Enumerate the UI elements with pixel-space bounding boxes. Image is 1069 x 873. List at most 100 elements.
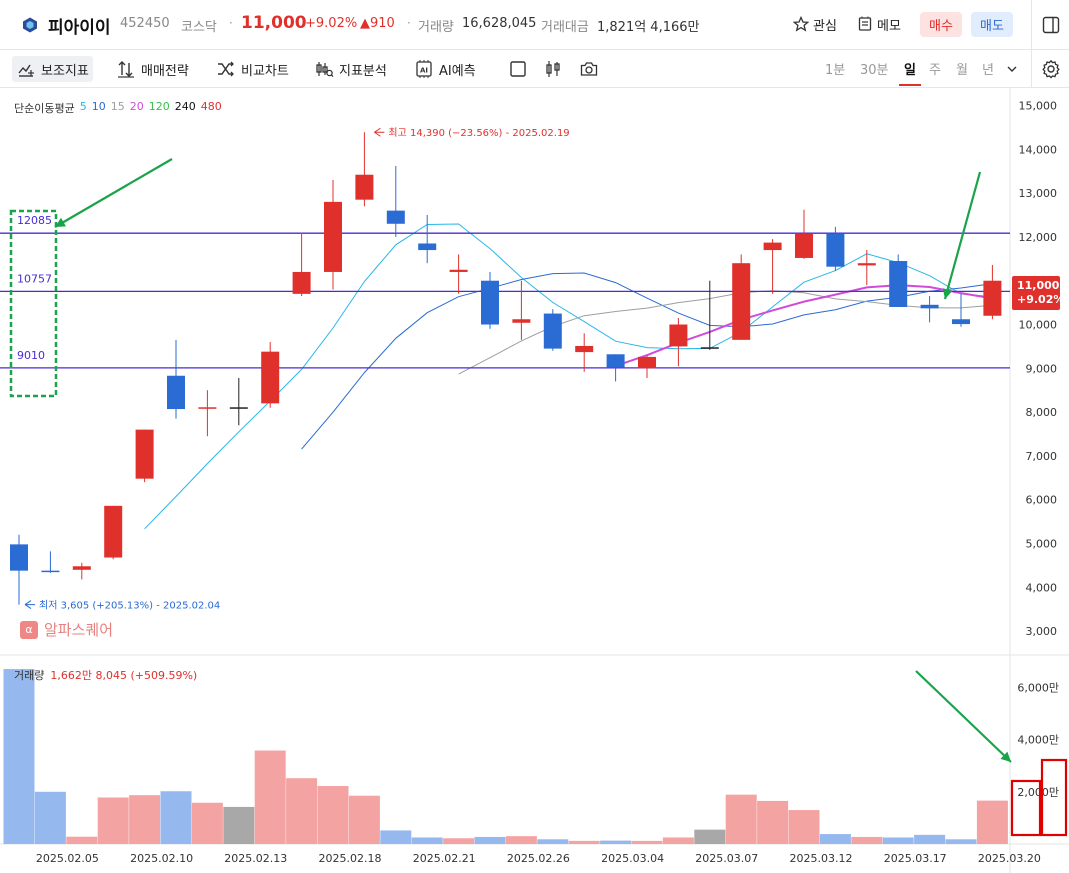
period-month[interactable]: 월 <box>956 63 968 78</box>
candle-body <box>41 570 60 573</box>
candle <box>638 355 656 378</box>
candle-body <box>983 280 1002 316</box>
ai-predict-label: AI예측 <box>439 63 476 79</box>
y-tick-label: 6,000 <box>1026 494 1058 507</box>
candle <box>543 309 562 351</box>
ai-chip-icon: AI <box>416 60 432 78</box>
period-week[interactable]: 주 <box>929 63 941 78</box>
panel-toggle-button[interactable] <box>1031 0 1069 50</box>
moving-average-legend: 단순이동평균 5 10 15 20 120 240 480 <box>14 100 222 116</box>
volume-bar <box>819 834 851 844</box>
memo-icon <box>858 16 872 31</box>
ma-legend-item[interactable]: 5 <box>79 100 87 113</box>
volume-legend-value: 1,662만 8,045 (+509.59%) <box>50 669 198 682</box>
favorite-button[interactable]: 관심 <box>793 12 837 36</box>
y-tick-label: 4,000 <box>1026 581 1058 594</box>
shuffle-icon <box>218 61 234 77</box>
ma-legend-item[interactable]: 20 <box>129 100 144 113</box>
indicators-button[interactable]: 보조지표 <box>12 56 93 82</box>
compare-chart-button[interactable]: 비교차트 <box>212 56 293 82</box>
candle <box>41 551 60 573</box>
volume-label: 거래량 <box>418 20 454 35</box>
candle <box>418 215 437 264</box>
chevron-down-icon[interactable] <box>1006 63 1018 75</box>
candle <box>826 226 845 272</box>
stock-code: 452450 <box>120 16 170 31</box>
candle-body <box>952 319 970 325</box>
volume-bar <box>694 829 726 844</box>
volume-bar <box>725 794 757 844</box>
candle-body <box>198 407 217 409</box>
y-tick-label: 9,000 <box>1026 362 1058 375</box>
indicator-analysis-button[interactable]: 지표분석 <box>310 56 391 82</box>
candle <box>355 132 374 207</box>
volume-bar <box>882 837 914 844</box>
y-tick-label: 10,000 <box>1019 319 1058 332</box>
level-line-label: 12085 <box>17 214 52 227</box>
candle-body <box>700 347 719 349</box>
volume-bar <box>34 791 66 844</box>
chart-settings-button[interactable] <box>1031 50 1069 88</box>
period-year[interactable]: 년 <box>982 63 994 78</box>
sell-button[interactable]: 매도 <box>971 12 1013 37</box>
annotation-dashed-box <box>9 209 58 398</box>
price-chart[interactable]: 12085 10757 9010 3,000 4,000 5,000 6,000 7,000… <box>0 88 1069 873</box>
trading-strategy-button[interactable]: 매매전략 <box>112 56 193 82</box>
ma-10-line <box>301 272 993 450</box>
high-arrow-icon <box>374 127 385 137</box>
candle <box>72 562 91 580</box>
active-period-indicator <box>899 84 921 86</box>
volume-bar <box>757 800 789 844</box>
period-1min[interactable]: 1분 <box>825 63 846 78</box>
memo-button[interactable]: 메모 <box>857 12 901 36</box>
period-day[interactable]: 일 <box>904 63 916 78</box>
candle-body <box>606 354 625 368</box>
candle <box>229 377 248 426</box>
x-tick-label: 2025.02.18 <box>319 852 382 865</box>
ma-legend-item[interactable]: 10 <box>91 100 106 113</box>
candle <box>167 339 185 419</box>
volume-bar <box>851 836 883 844</box>
candle-body <box>229 407 248 409</box>
volume-bar <box>160 791 192 844</box>
candle-body <box>355 174 374 200</box>
screenshot-button[interactable] <box>575 56 603 82</box>
square-tool-button[interactable] <box>504 56 532 82</box>
volume-bar <box>568 840 600 844</box>
current-price-tag: 11,000 +9.02% <box>1012 276 1064 310</box>
y-tick-label: 13,000 <box>1019 187 1058 200</box>
level-line-label: 9010 <box>17 349 45 362</box>
ma-legend-item[interactable]: 480 <box>200 100 222 113</box>
volume-bar <box>600 840 632 844</box>
candle <box>700 280 719 350</box>
candle-body <box>638 356 656 369</box>
candle-body <box>292 271 311 294</box>
change-percent: +9.02% <box>305 16 358 31</box>
candle <box>732 254 751 340</box>
buy-button[interactable]: 매수 <box>920 12 962 37</box>
ma-legend-item[interactable]: 240 <box>174 100 196 113</box>
annotation-arrow-left-head <box>55 217 66 227</box>
trade-amount-value: 1,821억 4,166만 <box>597 20 700 35</box>
level-line-label: 10757 <box>17 272 52 285</box>
candle <box>292 232 311 297</box>
ma-legend-item[interactable]: 15 <box>110 100 125 113</box>
ma-legend-item[interactable]: 120 <box>148 100 170 113</box>
period-30min[interactable]: 30분 <box>860 63 889 78</box>
ai-predict-button[interactable]: AI AI예측 <box>410 56 480 82</box>
y-tick-label: 8,000 <box>1026 406 1058 419</box>
annotation-red-box <box>1040 758 1068 837</box>
x-tick-label: 2025.03.20 <box>978 852 1041 865</box>
volume-bar <box>348 795 380 844</box>
indicator-chart-icon <box>18 64 34 77</box>
volume-bar <box>317 786 349 844</box>
y-tick-label: 3,000 <box>1026 625 1058 638</box>
watermark-text: 알파스퀘어 <box>44 621 114 639</box>
volume-bar <box>380 830 412 844</box>
candle-type-button[interactable] <box>539 56 567 82</box>
candle-body <box>920 304 939 309</box>
x-tick-label: 2025.03.07 <box>695 852 758 865</box>
candle <box>952 293 970 327</box>
volume-value: 16,628,045 <box>462 16 537 31</box>
annotation-red-box <box>1010 779 1042 837</box>
